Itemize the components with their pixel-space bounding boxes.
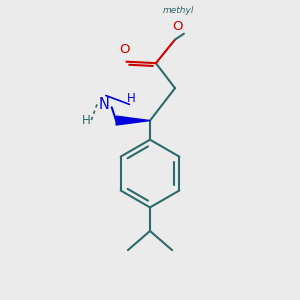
Text: methyl: methyl xyxy=(163,6,194,15)
Polygon shape xyxy=(116,116,150,125)
Text: N: N xyxy=(99,97,110,112)
Text: O: O xyxy=(173,20,183,33)
Text: H: H xyxy=(82,114,91,127)
Text: H: H xyxy=(127,92,135,105)
Text: O: O xyxy=(120,43,130,56)
